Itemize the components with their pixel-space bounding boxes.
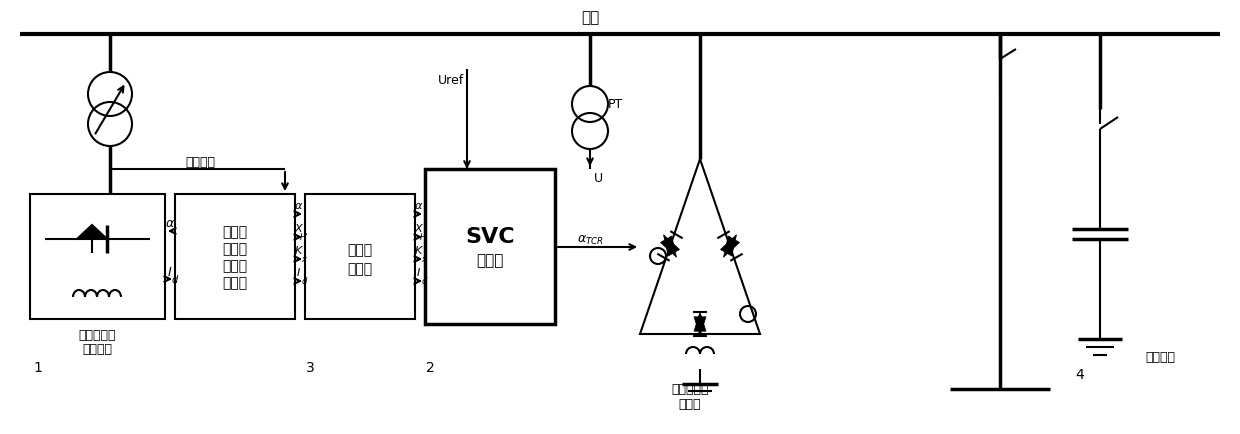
Text: 3: 3 xyxy=(305,360,315,374)
Text: K: K xyxy=(414,246,422,256)
Polygon shape xyxy=(661,237,677,258)
Text: d: d xyxy=(422,277,427,286)
Polygon shape xyxy=(723,237,739,258)
Text: 大功率: 大功率 xyxy=(222,224,248,238)
Text: 2: 2 xyxy=(425,360,434,374)
Bar xyxy=(30,194,165,319)
Text: 变流器: 变流器 xyxy=(222,258,248,273)
Text: H': H' xyxy=(420,233,428,242)
Text: K: K xyxy=(294,246,301,256)
Text: 滤波支路: 滤波支路 xyxy=(1145,351,1176,364)
Text: 四象限: 四象限 xyxy=(222,241,248,256)
Text: 限变流器: 限变流器 xyxy=(82,343,112,356)
Polygon shape xyxy=(663,235,680,256)
Text: 1: 1 xyxy=(33,360,42,374)
Text: X: X xyxy=(294,224,301,233)
Text: PT: PT xyxy=(608,98,622,111)
Text: α: α xyxy=(166,217,174,230)
Polygon shape xyxy=(720,235,737,256)
Text: X: X xyxy=(414,224,422,233)
Text: 晶闸管控制: 晶闸管控制 xyxy=(671,383,709,395)
Text: 母线: 母线 xyxy=(580,10,599,26)
Text: 反射内: 反射内 xyxy=(347,243,372,256)
Text: I: I xyxy=(296,267,300,277)
Text: d: d xyxy=(172,274,179,284)
Text: 控制器: 控制器 xyxy=(222,275,248,289)
Text: $\alpha_{TCR}$: $\alpha_{TCR}$ xyxy=(577,233,604,246)
Polygon shape xyxy=(77,226,107,240)
Text: d: d xyxy=(301,277,306,286)
Text: SVC: SVC xyxy=(465,227,515,247)
Text: 大功率四象: 大功率四象 xyxy=(78,329,115,342)
Text: α: α xyxy=(414,201,422,210)
Text: U: U xyxy=(594,171,603,184)
Text: 同步电压: 同步电压 xyxy=(185,156,215,169)
Text: 存网络: 存网络 xyxy=(347,261,372,275)
Text: I: I xyxy=(417,267,419,277)
Polygon shape xyxy=(694,312,706,332)
Text: H': H' xyxy=(300,233,309,242)
Text: α: α xyxy=(294,201,301,210)
Bar xyxy=(425,170,556,324)
Text: x: x xyxy=(422,255,427,264)
Bar xyxy=(305,194,415,319)
Bar xyxy=(175,194,295,319)
Text: 电抗器: 电抗器 xyxy=(678,398,702,411)
Text: 控制器: 控制器 xyxy=(476,253,503,268)
Text: 4: 4 xyxy=(1075,367,1084,381)
Text: Uref: Uref xyxy=(438,73,464,86)
Text: I: I xyxy=(169,265,172,278)
Polygon shape xyxy=(694,317,706,336)
Text: x: x xyxy=(301,255,306,264)
